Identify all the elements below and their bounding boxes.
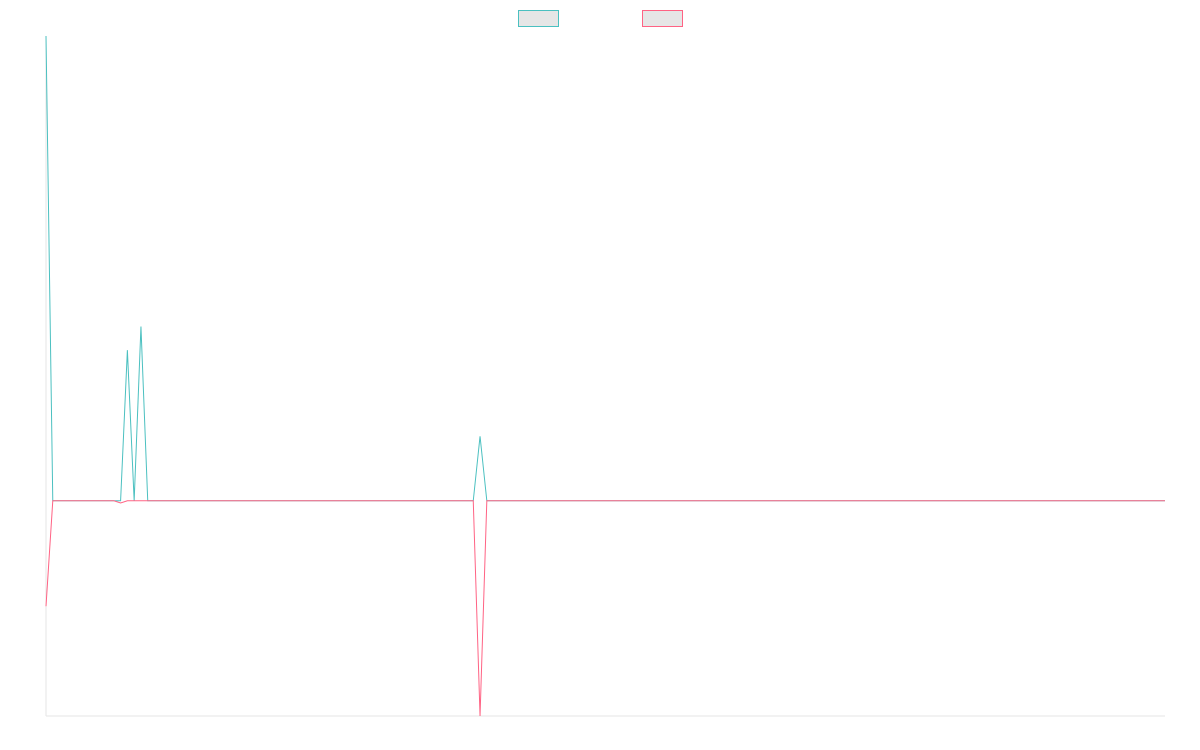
- legend-swatch-1[interactable]: [518, 10, 559, 27]
- series-line-2: [45, 500, 1165, 717]
- series-line-1: [45, 35, 1165, 502]
- legend[interactable]: [518, 10, 683, 27]
- axes: [45, 36, 1165, 717]
- series-layer: [45, 35, 1165, 717]
- legend-swatch-2[interactable]: [642, 10, 683, 27]
